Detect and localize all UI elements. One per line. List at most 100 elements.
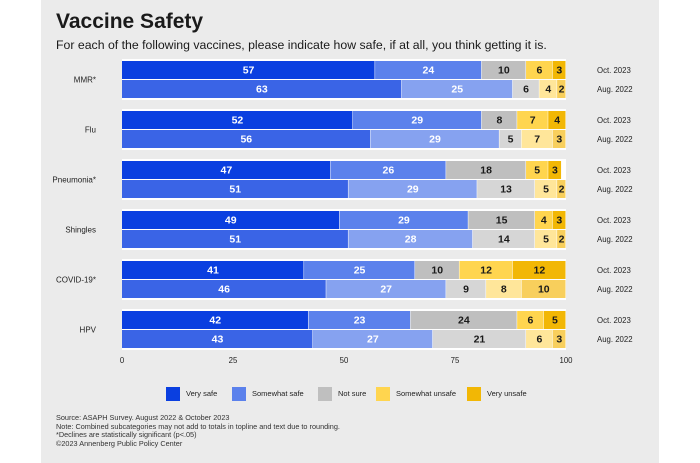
data-label: 63 — [256, 84, 268, 96]
legend-label: Very unsafe — [487, 389, 527, 398]
data-label: 15 — [496, 215, 508, 227]
category-label: Flu — [85, 126, 96, 135]
bar-segment — [122, 130, 371, 148]
category-label: COVID-19* — [56, 276, 96, 285]
bar-segment — [552, 61, 566, 79]
bar-segment — [339, 211, 468, 229]
bar-segment — [557, 230, 566, 248]
bar-segment — [481, 61, 526, 79]
data-label: 7 — [534, 134, 540, 146]
period-label: Aug. 2022 — [597, 335, 633, 344]
data-label: 6 — [536, 334, 542, 346]
data-label: 26 — [383, 165, 395, 177]
category-label: HPV — [80, 326, 97, 335]
bar-segment — [468, 211, 535, 229]
legend-swatch — [232, 387, 246, 401]
bar-segment — [352, 111, 482, 129]
bar-segment — [552, 211, 566, 229]
x-tick-label: 50 — [340, 356, 349, 365]
period-label: Oct. 2023 — [597, 116, 631, 125]
bar-segment — [375, 61, 482, 79]
x-tick-label: 75 — [451, 356, 460, 365]
data-label: 5 — [534, 165, 540, 177]
data-label: 12 — [480, 265, 492, 277]
bar-segment — [330, 161, 446, 179]
bar-segment — [122, 230, 348, 248]
data-label: 6 — [536, 65, 542, 77]
data-label: 18 — [480, 165, 492, 177]
bar-segment — [472, 230, 535, 248]
data-label: 24 — [458, 315, 470, 327]
bar-segment — [312, 330, 433, 348]
bar-segment — [552, 130, 566, 148]
legend-swatch — [376, 387, 390, 401]
period-label: Oct. 2023 — [597, 166, 631, 175]
data-label: 57 — [243, 65, 255, 77]
legend-label: Somewhat safe — [252, 389, 304, 398]
data-label: 25 — [354, 265, 366, 277]
legend-swatch — [467, 387, 481, 401]
bar-segment — [326, 280, 446, 298]
bar-segment — [526, 161, 548, 179]
bar-segment — [122, 330, 313, 348]
data-label: 43 — [212, 334, 224, 346]
data-label: 6 — [528, 315, 534, 327]
data-label: 21 — [474, 334, 486, 346]
bar-segment — [557, 80, 566, 98]
data-label: 2 — [559, 84, 565, 96]
data-label: 4 — [541, 215, 547, 227]
data-label: 3 — [556, 215, 562, 227]
bar-segment — [308, 311, 411, 329]
data-label: 3 — [556, 134, 562, 146]
data-label: 28 — [405, 234, 417, 246]
bar-segment — [512, 261, 566, 279]
data-label: 7 — [530, 115, 536, 127]
bar-segment — [410, 311, 517, 329]
data-label: 41 — [207, 265, 219, 277]
data-label: 13 — [500, 184, 512, 196]
bar-segment — [432, 330, 526, 348]
bar-segment — [543, 311, 566, 329]
significance-note: *Declines are statistically significant … — [56, 430, 197, 440]
period-label: Aug. 2022 — [597, 235, 633, 244]
data-label: 8 — [501, 284, 507, 296]
bar-segment — [486, 280, 522, 298]
rounding-note: Note: Combined subcategories may not add… — [56, 421, 340, 431]
data-label: 51 — [229, 234, 241, 246]
bar-segment — [526, 330, 553, 348]
bar-segment — [122, 61, 375, 79]
bar-segment — [539, 80, 557, 98]
bar-segment — [534, 211, 553, 229]
data-label: 5 — [543, 234, 549, 246]
bar-segment — [512, 80, 539, 98]
x-tick-label: 100 — [559, 356, 573, 365]
bar-segment — [499, 130, 522, 148]
chart-title: Vaccine Safety — [56, 10, 204, 33]
period-label: Oct. 2023 — [597, 66, 631, 75]
data-label: 4 — [545, 84, 551, 96]
data-label: 12 — [534, 265, 546, 277]
category-label: Shingles — [65, 226, 96, 235]
data-label: 52 — [232, 115, 244, 127]
period-label: Aug. 2022 — [597, 85, 633, 94]
data-label: 27 — [380, 284, 392, 296]
bar-segment — [557, 180, 566, 198]
data-label: 4 — [554, 115, 560, 127]
bar-segment — [521, 280, 566, 298]
data-label: 27 — [367, 334, 379, 346]
x-tick-label: 0 — [120, 356, 125, 365]
data-label: 47 — [220, 165, 232, 177]
data-label: 23 — [354, 315, 366, 327]
data-label: 46 — [218, 284, 230, 296]
bar-segment — [122, 261, 304, 279]
period-label: Oct. 2023 — [597, 266, 631, 275]
bar-segment — [481, 111, 517, 129]
data-label: 10 — [431, 265, 443, 277]
copyright-note: ©2023 Annenberg Public Policy Center — [56, 438, 183, 448]
period-label: Aug. 2022 — [597, 185, 633, 194]
category-label: MMR* — [74, 76, 96, 85]
data-label: 56 — [240, 134, 252, 146]
bar-segment — [526, 61, 553, 79]
bar-segment — [477, 180, 535, 198]
